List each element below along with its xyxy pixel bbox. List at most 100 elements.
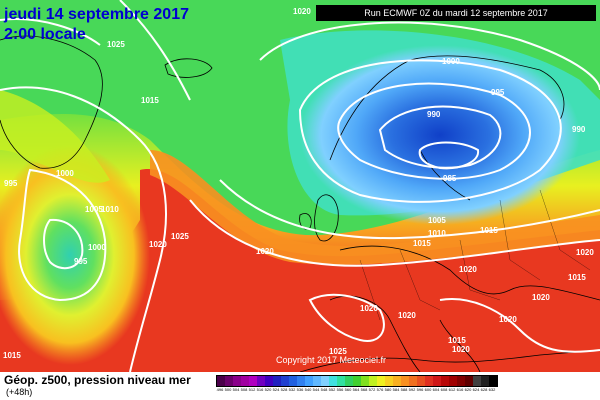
map-title: Géop. z500, pression niveau mer [4, 373, 191, 387]
legend-tick: 512 [248, 387, 256, 392]
copyright-text: Copyright 2017 Meteociel.fr [276, 355, 387, 365]
forecast-step: (+48h) [6, 387, 33, 397]
legend-tick: 568 [360, 387, 368, 392]
legend-tick: 532 [288, 387, 296, 392]
legend-swatch [369, 376, 377, 386]
legend-swatch [257, 376, 265, 386]
legend-swatch [249, 376, 257, 386]
isobar-label: 1025 [329, 347, 347, 356]
isobar-label: 1015 [568, 273, 586, 282]
legend-tick: 596 [416, 387, 424, 392]
legend-swatch [281, 376, 289, 386]
legend-swatch [329, 376, 337, 386]
isobar-d [378, 105, 502, 169]
isobar-k [308, 293, 385, 342]
legend-tick: 608 [440, 387, 448, 392]
legend-tick: 628 [480, 387, 488, 392]
legend-swatch [441, 376, 449, 386]
run-info: Run ECMWF 0Z du mardi 12 septembre 2017 [316, 5, 596, 21]
legend-tick: 540 [304, 387, 312, 392]
isobar-i [189, 199, 600, 267]
forecast-date: jeudi 14 septembre 2017 [4, 6, 189, 23]
forecast-time: 2:00 locale [4, 26, 86, 43]
legend-tick: 544 [312, 387, 320, 392]
isobar-j [219, 179, 600, 240]
legend-tick: 604 [432, 387, 440, 392]
color-legend-ticks: 496 500 504 508 512 516 520 524 528 532 536 540 544 5… [216, 387, 496, 392]
legend-swatch [361, 376, 369, 386]
field-yellow-ridge [0, 90, 110, 183]
legend-swatch [425, 376, 433, 386]
legend-swatch [465, 376, 473, 386]
legend-swatch [217, 376, 225, 386]
isobar-labels: 1020 1025 1015 1000 1005 1010 1000 995 9… [3, 7, 594, 360]
isobar-label: 1020 [293, 7, 311, 16]
legend-swatch [225, 376, 233, 386]
legend-tick: 516 [256, 387, 264, 392]
isobar-label: 1005 [428, 216, 446, 225]
legend-tick: 624 [472, 387, 480, 392]
isobar-label: 1020 [360, 304, 378, 313]
legend-swatch [321, 376, 329, 386]
legend-tick: 588 [400, 387, 408, 392]
isobar-label: 1020 [576, 248, 594, 257]
legend-tick: 580 [384, 387, 392, 392]
isobar-label: 995 [491, 88, 505, 97]
isobar-label: 1015 [448, 336, 466, 345]
isobar-label: 1000 [442, 57, 460, 66]
legend-swatch [241, 376, 249, 386]
isobar-f [0, 86, 167, 372]
border-1 [399, 249, 441, 311]
isobar-label: 995 [4, 179, 18, 188]
legend-swatch [489, 376, 497, 386]
legend-tick: 508 [240, 387, 248, 392]
isobar-label: 1015 [3, 351, 21, 360]
color-legend [216, 375, 498, 387]
legend-tick: 584 [392, 387, 400, 392]
legend-tick: 528 [280, 387, 288, 392]
weather-map: 1020 1025 1015 1000 1005 1010 1000 995 9… [0, 0, 600, 372]
isobar-label: 1020 [532, 293, 550, 302]
legend-swatch [289, 376, 297, 386]
legend-swatch [409, 376, 417, 386]
isobar-l [439, 298, 600, 353]
legend-swatch [449, 376, 457, 386]
isobar-label: 995 [74, 257, 88, 266]
isobar-label: 1020 [499, 315, 517, 324]
isobar-e [418, 141, 480, 170]
isobar-c [337, 82, 531, 180]
legend-swatch [393, 376, 401, 386]
legend-tick: 520 [264, 387, 272, 392]
isobar-n [119, 0, 191, 101]
legend-tick: 572 [368, 387, 376, 392]
field-orange-band [150, 150, 600, 265]
field-red-south [0, 169, 600, 372]
legend-tick: 496 [216, 387, 224, 392]
legend-tick: 504 [232, 387, 240, 392]
legend-tick: 592 [408, 387, 416, 392]
field-low-west [0, 145, 150, 365]
coast-northafrica [299, 349, 600, 372]
legend-tick: 556 [336, 387, 344, 392]
legend-swatch [385, 376, 393, 386]
isobar-g [18, 168, 107, 302]
legend-swatch [401, 376, 409, 386]
legend-tick: 612 [448, 387, 456, 392]
isobar-label: 1020 [459, 265, 477, 274]
isobars [0, 0, 600, 372]
isobar-label: 1025 [107, 40, 125, 49]
legend-tick: 616 [456, 387, 464, 392]
isobar-label: 1005 [85, 205, 103, 214]
isobar-h [43, 218, 84, 270]
isobar-label: 1015 [141, 96, 159, 105]
isobar-label: 1020 [452, 345, 470, 354]
legend-swatch [457, 376, 465, 386]
isobar-label: 1000 [88, 243, 106, 252]
legend-tick: 632 [488, 387, 496, 392]
legend-tick: 524 [272, 387, 280, 392]
legend-tick: 576 [376, 387, 384, 392]
border-4 [539, 189, 591, 271]
isobar-label: 990 [572, 125, 586, 134]
legend-swatch [337, 376, 345, 386]
coast-greenland [0, 35, 103, 169]
